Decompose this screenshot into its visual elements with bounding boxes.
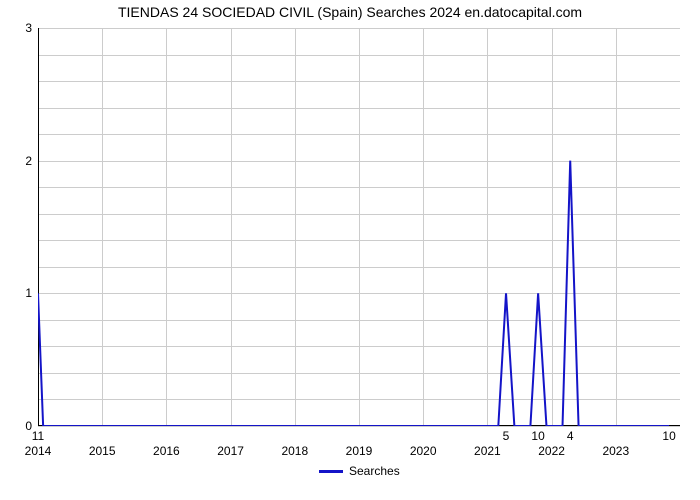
chart-container: TIENDAS 24 SOCIEDAD CIVIL (Spain) Search… <box>0 0 700 500</box>
series-line <box>38 28 680 426</box>
x-tick-label: 2022 <box>538 444 565 458</box>
y-tick-label: 0 <box>12 419 32 433</box>
x-tick-label: 2018 <box>281 444 308 458</box>
x-tick-label: 2017 <box>217 444 244 458</box>
chart-title: TIENDAS 24 SOCIEDAD CIVIL (Spain) Search… <box>0 4 700 20</box>
x-tick-label: 2015 <box>89 444 116 458</box>
value-label: 4 <box>567 429 574 443</box>
plot-area <box>38 28 680 426</box>
x-tick-label: 2021 <box>474 444 501 458</box>
legend: Searches <box>319 464 400 478</box>
x-tick-label: 2023 <box>602 444 629 458</box>
x-tick-label: 2014 <box>25 444 52 458</box>
value-label: 10 <box>662 429 675 443</box>
legend-swatch <box>319 470 343 473</box>
value-label: 10 <box>531 429 544 443</box>
x-tick-label: 2020 <box>410 444 437 458</box>
x-tick-label: 2016 <box>153 444 180 458</box>
legend-text: Searches <box>349 464 400 478</box>
y-tick-label: 2 <box>12 154 32 168</box>
value-label: 5 <box>503 429 510 443</box>
gridline-horizontal <box>38 426 680 427</box>
value-label: 11 <box>32 429 44 443</box>
x-tick-label: 2019 <box>346 444 373 458</box>
y-tick-label: 1 <box>12 286 32 300</box>
y-tick-label: 3 <box>12 21 32 35</box>
